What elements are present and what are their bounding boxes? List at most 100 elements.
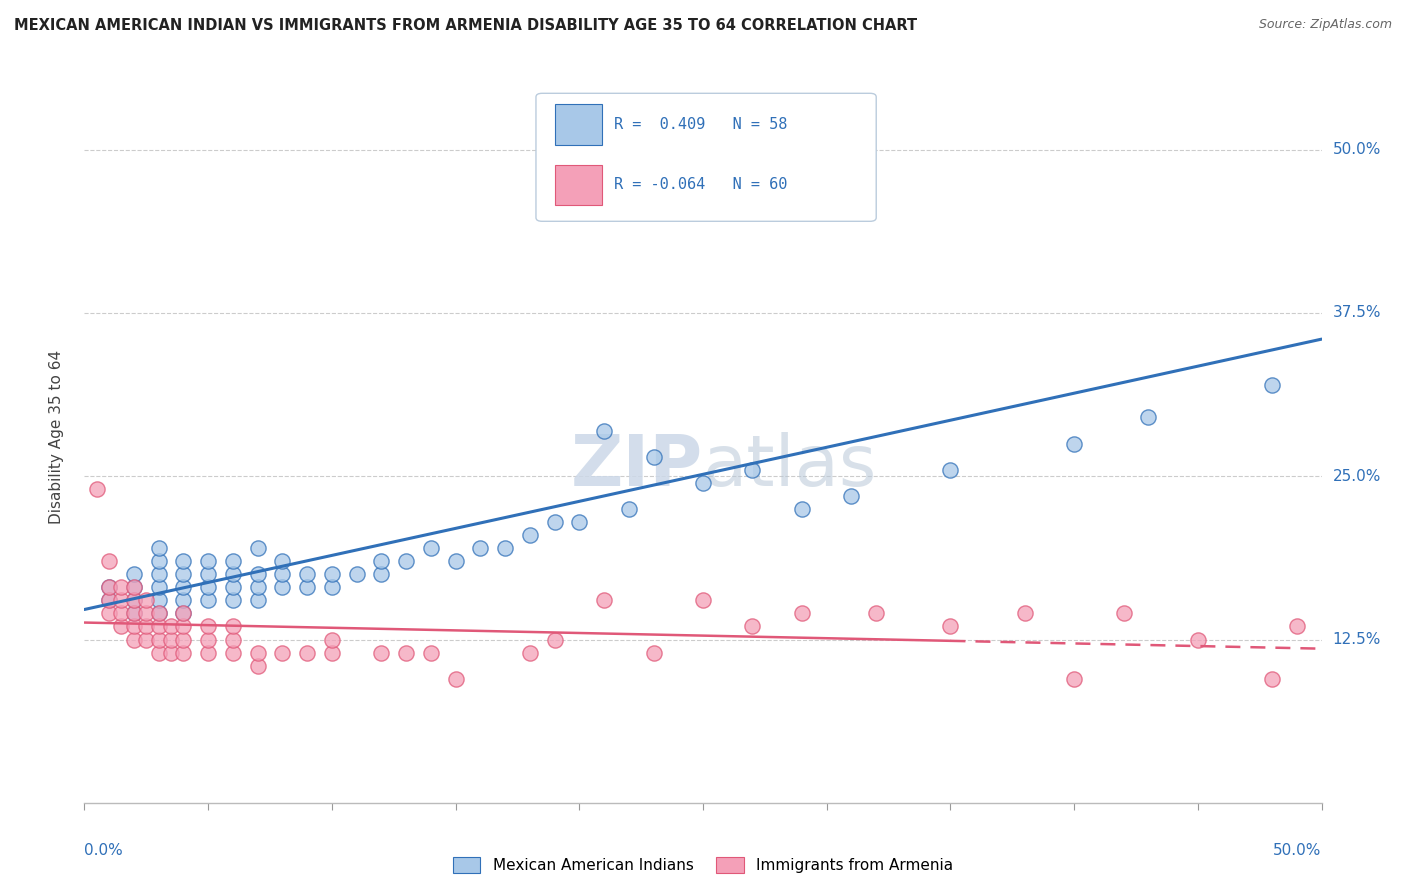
Point [370,567,392,582]
Text: 37.5%: 37.5% [1333,305,1381,320]
Point [197,554,219,568]
Text: 50.0%: 50.0% [1333,142,1381,157]
Point [148,607,170,621]
Point [148,541,170,555]
Text: 50.0%: 50.0% [1274,843,1322,858]
Point [172,646,194,660]
Point [222,632,245,647]
Point [122,632,145,647]
Point [321,646,343,660]
Point [470,541,492,555]
Point [172,607,194,621]
Point [271,580,294,594]
Point [122,607,145,621]
Point [1285,619,1308,633]
Point [148,580,170,594]
Point [519,528,541,542]
Point [444,672,467,686]
Point [444,554,467,568]
Point [222,619,245,633]
Point [246,567,269,582]
Point [172,619,194,633]
Point [519,646,541,660]
Point [271,646,294,660]
Text: Source: ZipAtlas.com: Source: ZipAtlas.com [1258,18,1392,31]
Text: 12.5%: 12.5% [1333,632,1381,647]
Point [98,607,121,621]
Text: atlas: atlas [703,432,877,500]
Point [643,450,665,464]
Point [617,502,640,516]
Point [135,607,157,621]
Point [135,632,157,647]
Point [160,632,183,647]
Point [148,619,170,633]
Point [568,515,591,529]
Point [148,646,170,660]
Point [98,593,121,607]
Point [172,580,194,594]
Text: R =  0.409   N = 58: R = 0.409 N = 58 [614,117,787,131]
FancyBboxPatch shape [536,94,876,221]
FancyBboxPatch shape [554,104,602,145]
Point [1261,377,1284,392]
Point [321,632,343,647]
Point [271,567,294,582]
Point [643,646,665,660]
Point [110,619,132,633]
Point [692,593,714,607]
Point [222,593,245,607]
Point [543,632,565,647]
Point [110,580,132,594]
Point [295,580,318,594]
Point [1187,632,1209,647]
Point [295,646,318,660]
Point [122,580,145,594]
Point [321,580,343,594]
Point [98,554,121,568]
Point [98,580,121,594]
Point [197,632,219,647]
Point [790,502,813,516]
Point [346,567,368,582]
Point [160,619,183,633]
Point [741,463,763,477]
Point [593,593,616,607]
Point [148,567,170,582]
Point [222,554,245,568]
Point [1063,672,1085,686]
Point [148,554,170,568]
Point [246,658,269,673]
Point [148,593,170,607]
Text: MEXICAN AMERICAN INDIAN VS IMMIGRANTS FROM ARMENIA DISABILITY AGE 35 TO 64 CORRE: MEXICAN AMERICAN INDIAN VS IMMIGRANTS FR… [14,18,917,33]
Point [1112,607,1135,621]
Point [98,580,121,594]
Point [1261,672,1284,686]
Point [419,646,441,660]
Point [395,554,418,568]
Point [197,646,219,660]
Point [370,554,392,568]
Point [271,554,294,568]
Point [321,567,343,582]
Point [135,619,157,633]
Point [122,567,145,582]
Point [135,593,157,607]
Point [110,607,132,621]
Text: ZIP: ZIP [571,432,703,500]
Point [939,463,962,477]
Point [172,607,194,621]
Point [160,646,183,660]
Point [246,646,269,660]
Point [246,580,269,594]
Point [122,607,145,621]
Text: R = -0.064   N = 60: R = -0.064 N = 60 [614,178,787,193]
Point [222,646,245,660]
Point [494,541,516,555]
Point [246,593,269,607]
Point [1014,607,1036,621]
Point [1137,410,1160,425]
Point [197,580,219,594]
FancyBboxPatch shape [554,165,602,205]
Point [122,593,145,607]
